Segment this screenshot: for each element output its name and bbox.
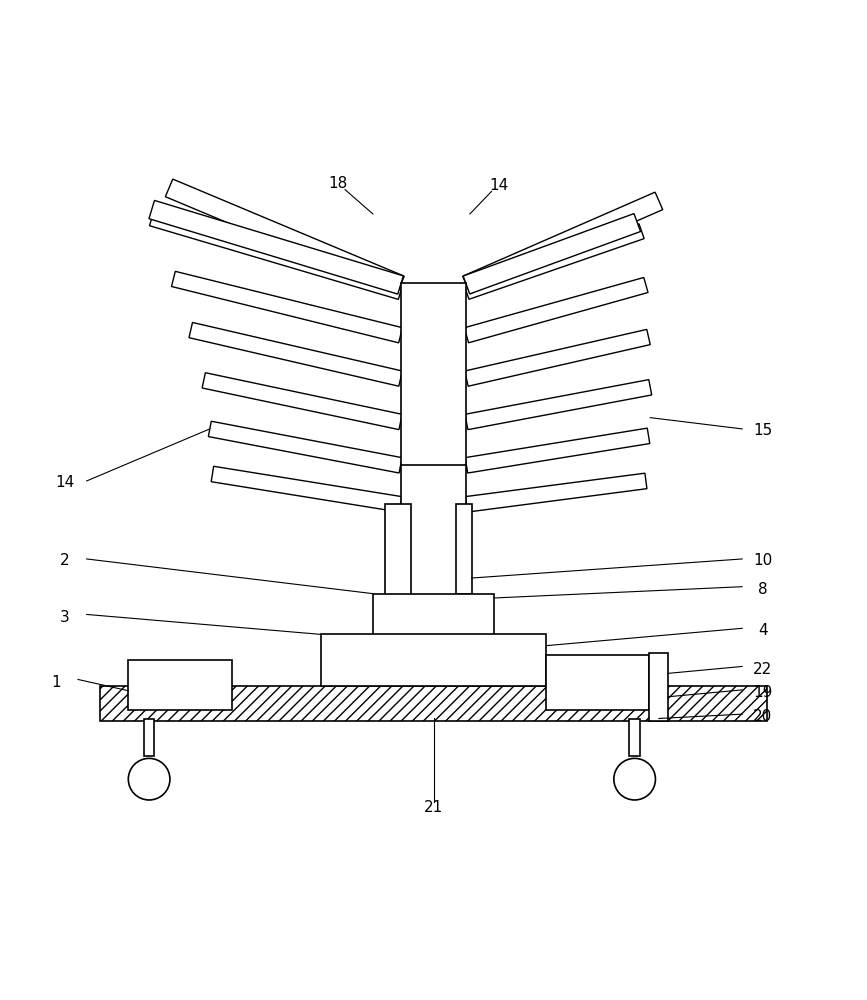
Polygon shape <box>149 211 403 299</box>
Polygon shape <box>166 179 404 294</box>
Polygon shape <box>202 373 402 430</box>
Polygon shape <box>463 192 662 294</box>
Text: 1: 1 <box>51 675 62 690</box>
Polygon shape <box>189 322 402 386</box>
Polygon shape <box>465 277 648 343</box>
Text: 2: 2 <box>60 553 70 568</box>
Polygon shape <box>465 329 650 386</box>
Text: 22: 22 <box>753 662 772 677</box>
Bar <box>629 719 640 756</box>
Text: 10: 10 <box>753 553 772 568</box>
Text: 19: 19 <box>753 685 772 700</box>
Polygon shape <box>464 224 644 299</box>
Bar <box>401 465 466 600</box>
Polygon shape <box>208 421 402 473</box>
Text: 14: 14 <box>489 178 508 193</box>
Bar <box>649 653 668 721</box>
Text: 20: 20 <box>753 709 772 724</box>
Bar <box>456 504 472 594</box>
Polygon shape <box>172 271 402 343</box>
Text: 18: 18 <box>329 176 348 191</box>
Circle shape <box>614 758 655 800</box>
Text: 21: 21 <box>424 800 443 815</box>
Polygon shape <box>149 200 403 294</box>
Bar <box>385 504 411 595</box>
Polygon shape <box>466 428 649 473</box>
Bar <box>128 660 232 710</box>
Bar <box>373 594 494 639</box>
Polygon shape <box>212 466 401 512</box>
Circle shape <box>128 758 170 800</box>
Polygon shape <box>466 473 647 512</box>
Bar <box>100 686 767 721</box>
Bar <box>401 283 466 470</box>
Text: 15: 15 <box>753 423 772 438</box>
Text: 14: 14 <box>55 475 75 490</box>
Text: 3: 3 <box>60 610 70 625</box>
Bar <box>144 719 154 756</box>
Text: 8: 8 <box>758 582 768 597</box>
Text: 4: 4 <box>758 623 768 638</box>
Bar <box>321 634 546 686</box>
Polygon shape <box>465 380 652 430</box>
Polygon shape <box>463 214 641 294</box>
Bar <box>546 655 649 710</box>
